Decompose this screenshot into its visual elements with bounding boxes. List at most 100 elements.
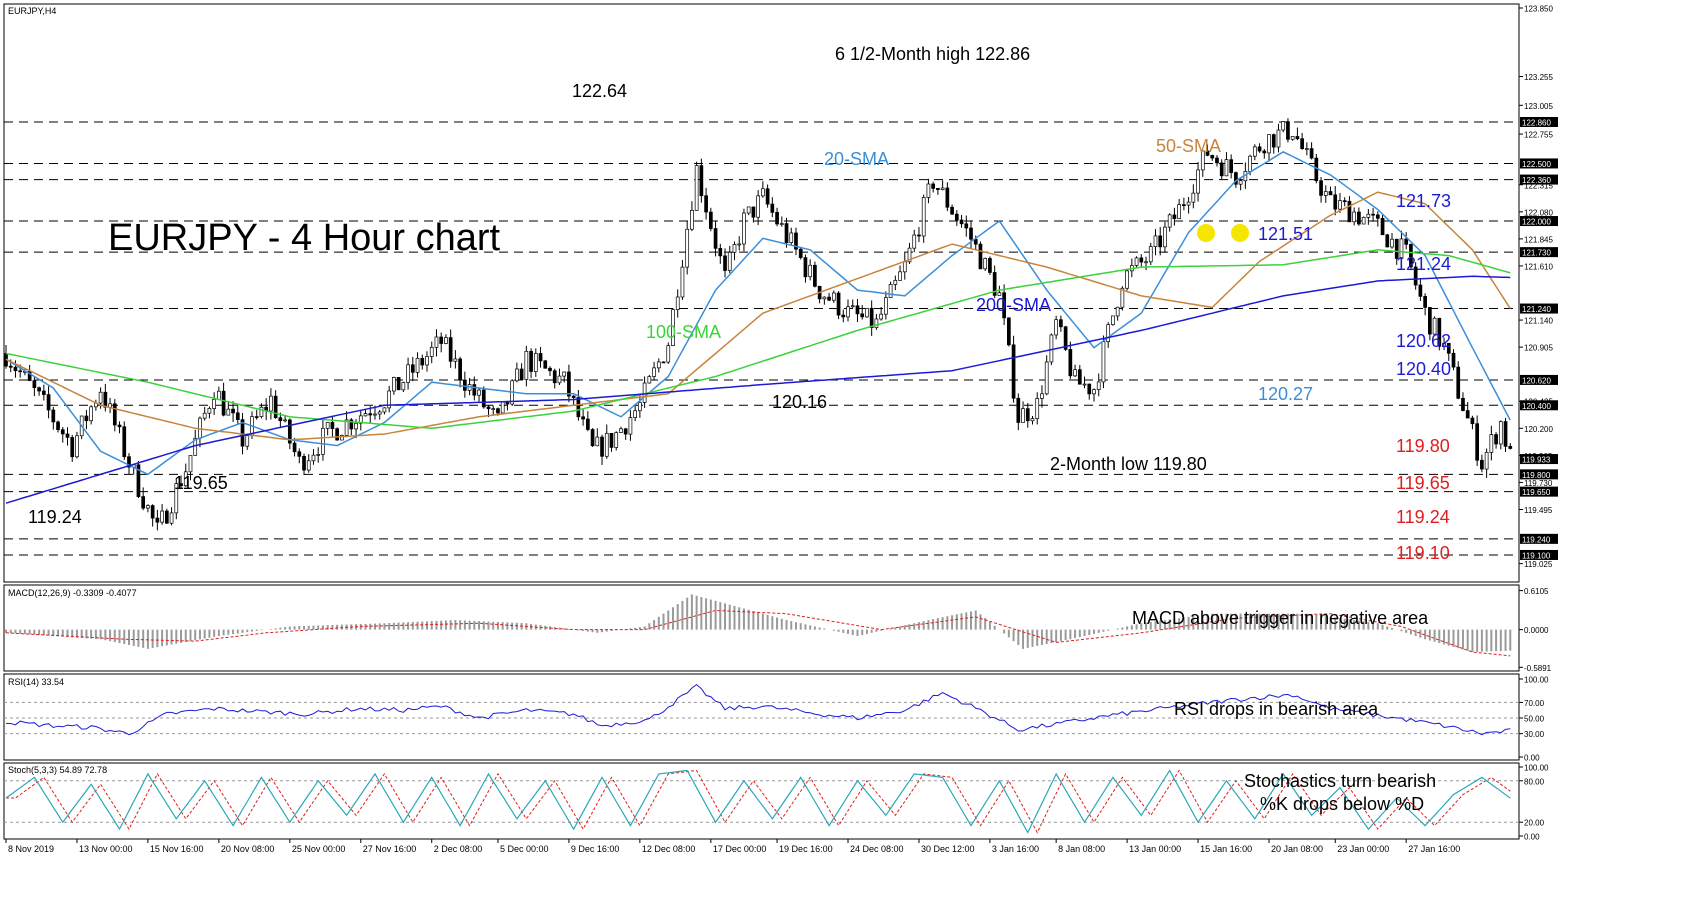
time-axis: 8 Nov 2019 13 Nov 00:00 15 Nov 16:00 20 Nov… <box>5 839 1460 854</box>
crossover-marker-left <box>1197 224 1215 242</box>
candle-down <box>841 314 846 318</box>
candle-down <box>486 406 491 410</box>
candle-down <box>1342 200 1347 202</box>
candle-up <box>1338 200 1342 210</box>
axis-tick-label: 119.730 <box>1524 479 1553 488</box>
candle-up <box>685 228 690 268</box>
candle-down <box>273 395 278 419</box>
candle-down <box>1404 238 1409 245</box>
low-label: 2-Month low 119.80 <box>1050 454 1207 474</box>
candle-up <box>732 244 737 253</box>
candle-up <box>1248 155 1252 172</box>
candle-up <box>1361 217 1366 225</box>
candle-down <box>84 415 89 422</box>
candle-down <box>1470 417 1475 425</box>
candle-down <box>46 394 51 411</box>
price-candles <box>4 118 1513 531</box>
candle-up <box>1484 451 1489 470</box>
candle-up <box>642 382 647 403</box>
candle-up <box>898 271 902 281</box>
level-121-73: 121.73 <box>1396 191 1451 211</box>
label-200-sma: 200-SMA <box>976 295 1051 315</box>
axis-tick-label: 122.755 <box>1524 131 1553 140</box>
candle-down <box>117 424 122 428</box>
axis-tick-label: 119.933 <box>1522 456 1551 465</box>
candle-up <box>907 247 912 263</box>
candle-down <box>1063 326 1068 350</box>
candle-down <box>813 264 817 287</box>
candle-up <box>434 336 439 348</box>
candle-up <box>160 510 164 523</box>
candle-down <box>1465 410 1470 419</box>
candle-up <box>846 306 850 318</box>
axis-tick-label: 123.005 <box>1524 102 1553 111</box>
candle-up <box>614 432 619 448</box>
candle-down <box>1182 204 1186 207</box>
axis-tick-label: 100.00 <box>1524 676 1549 685</box>
candle-up <box>1177 204 1181 220</box>
candle-down <box>396 377 401 391</box>
candle-up <box>406 364 410 383</box>
rsi-line <box>5 683 1511 736</box>
level-119-24: 119.24 <box>1396 507 1450 527</box>
candle-down <box>51 409 56 423</box>
label-100-sma: 100-SMA <box>646 322 721 342</box>
candle-up <box>983 258 988 270</box>
candle-up <box>1092 389 1096 395</box>
candle-down <box>1375 214 1380 219</box>
candle-up <box>789 232 794 243</box>
candle-down <box>519 368 524 380</box>
candle-down <box>1319 180 1323 196</box>
level-120-40: 120.40 <box>1396 359 1451 379</box>
level-121-51: 121.51 <box>1258 224 1313 244</box>
candle-up <box>761 188 765 197</box>
candle-up <box>283 419 287 422</box>
candle-down <box>1016 397 1021 423</box>
candle-up <box>363 413 368 417</box>
candle-up <box>311 454 316 462</box>
candle-up <box>737 243 742 246</box>
candle-down <box>1394 238 1399 259</box>
axis-tick-label: 119.800 <box>1522 471 1551 480</box>
axis-tick-label: 121.610 <box>1524 262 1553 271</box>
candle-down <box>70 437 75 458</box>
candle-up <box>997 292 1002 296</box>
candle-down <box>278 417 283 422</box>
candle-down <box>1011 344 1016 399</box>
candle-down <box>969 227 973 240</box>
candle-down <box>1385 234 1390 248</box>
candle-up <box>321 427 325 455</box>
candle-up <box>316 454 321 456</box>
candle-up <box>1101 341 1106 383</box>
time-tick-label: 19 Dec 16:00 <box>779 844 833 854</box>
time-tick-label: 15 Nov 16:00 <box>150 844 204 854</box>
candle-down <box>1286 121 1290 140</box>
candle-up <box>888 284 893 298</box>
candle-down <box>448 337 453 362</box>
candle-down <box>1025 408 1030 422</box>
time-tick-label: 20 Jan 08:00 <box>1271 844 1323 854</box>
candle-up <box>358 415 363 424</box>
rsi-panel-frame <box>3 673 1520 761</box>
axis-highlight-box <box>1520 374 1558 385</box>
macd-label: MACD(12,26,9) -0.3309 -0.4077 <box>8 588 137 598</box>
candle-up <box>1267 134 1271 154</box>
time-tick-label: 9 Dec 16:00 <box>571 844 620 854</box>
candle-up <box>1111 315 1115 326</box>
candle-down <box>112 403 117 426</box>
candle-up <box>822 296 827 300</box>
20-sma-line <box>5 151 1511 476</box>
candle-down <box>1503 421 1508 447</box>
candle-down <box>751 206 756 218</box>
stoch-k-line <box>5 769 1511 834</box>
candle-up <box>1186 201 1191 206</box>
candle-down <box>56 421 60 431</box>
candle-up <box>1125 270 1129 289</box>
candle-down <box>1295 136 1300 140</box>
indicator-axes: 0.6105 0.0000 -0.5891 100.00 70.00 50.00 30.00… <box>1519 587 1552 842</box>
axis-tick-label: 122.315 <box>1524 181 1553 190</box>
candle-up <box>1073 369 1077 377</box>
candle-up <box>562 371 567 377</box>
candle-down <box>235 412 240 421</box>
candle-down <box>462 379 467 391</box>
